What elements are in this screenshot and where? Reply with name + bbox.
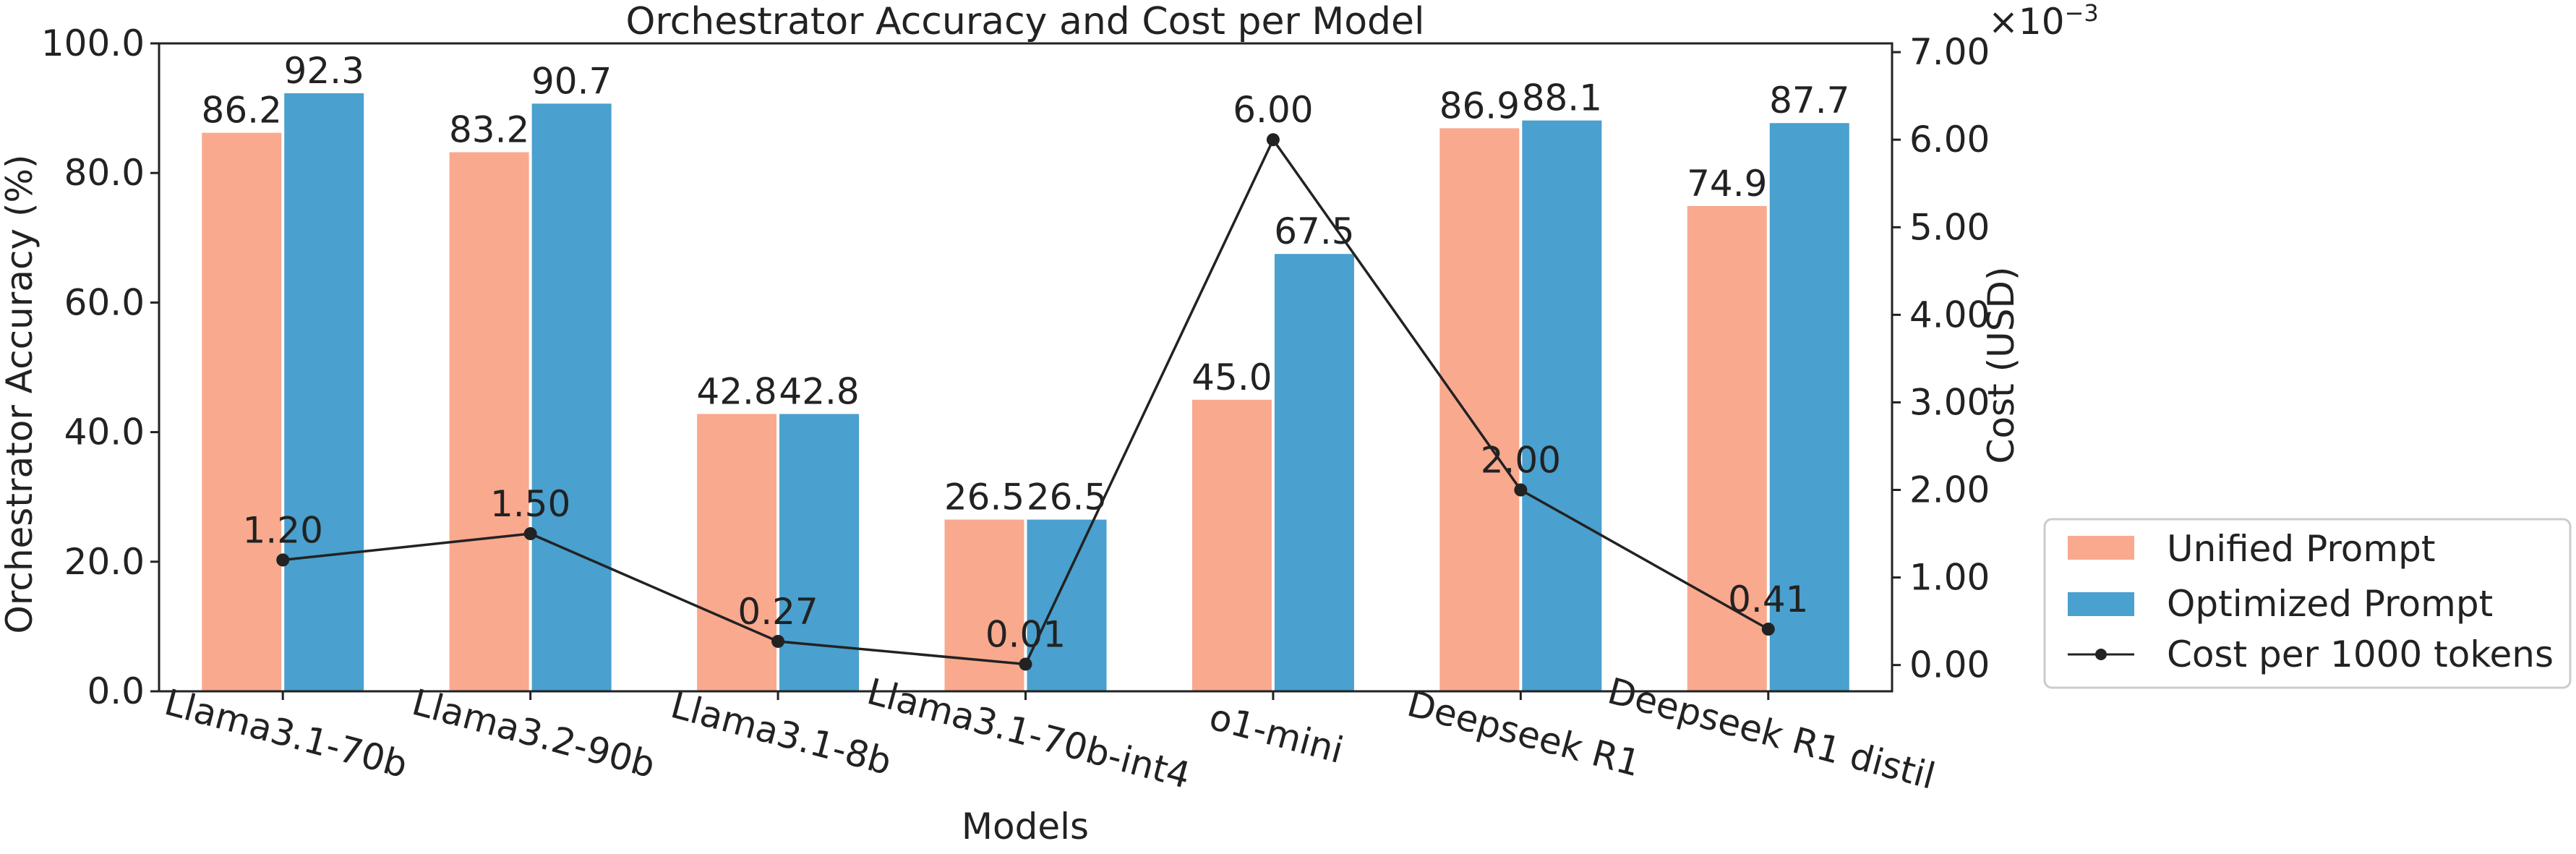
cost-point-1	[523, 527, 537, 541]
y-tick-label-5: 100.0	[41, 22, 145, 64]
y-tick-label-2: 40.0	[64, 411, 145, 453]
bar-label-unified-5: 86.9	[1439, 85, 1520, 127]
bar-optimized-2	[779, 414, 860, 691]
y2-tick-label-4: 4.00	[1909, 294, 1990, 336]
legend-label-optimized: Optimized Prompt	[2167, 583, 2493, 625]
cost-point-5	[1514, 483, 1528, 497]
legend-swatch-cost-marker	[2095, 649, 2107, 660]
x-tick-label-1: Llama3.2-90b	[408, 681, 659, 786]
bar-label-optimized-5: 88.1	[1522, 77, 1602, 119]
y2-tick-label-0: 0.00	[1909, 644, 1990, 686]
y-tick-label-3: 60.0	[64, 281, 145, 323]
x-tick-label-0: Llama3.1-70b	[161, 681, 412, 786]
bar-unified-3	[944, 519, 1024, 691]
y2-tick-label-3: 3.00	[1909, 381, 1990, 423]
x-tick-label-2: Llama3.1-8b	[667, 684, 896, 783]
bar-optimized-5	[1522, 120, 1602, 691]
bar-label-unified-6: 74.9	[1687, 163, 1767, 205]
legend-frame	[2043, 518, 2572, 689]
cost-label-0: 1.20	[243, 509, 323, 551]
y-axis-label: Orchestrator Accuracy (%)	[0, 155, 40, 634]
y2-axis-label: Cost (USD)	[1980, 267, 2022, 464]
y-tick-label-4: 80.0	[64, 152, 145, 194]
bar-label-unified-2: 42.8	[696, 371, 776, 413]
cost-line-group	[276, 133, 1775, 671]
bar-optimized-3	[1027, 519, 1107, 691]
y2-tick-label-1: 1.00	[1909, 557, 1990, 599]
bar-unified-0	[202, 132, 282, 691]
cost-point-4	[1266, 133, 1280, 147]
bar-unified-2	[697, 414, 777, 691]
legend: Unified Prompt Optimized Prompt Cost per…	[2043, 518, 2572, 689]
bar-label-unified-0: 86.2	[202, 90, 282, 132]
legend-label-cost: Cost per 1000 tokens	[2167, 633, 2554, 675]
cost-label-6: 0.41	[1728, 578, 1808, 620]
bar-label-optimized-4: 67.5	[1274, 210, 1354, 252]
legend-label-unified: Unified Prompt	[2167, 528, 2435, 570]
bar-label-optimized-0: 92.3	[284, 50, 364, 92]
bar-label-unified-3: 26.5	[944, 477, 1024, 518]
bar-optimized-4	[1274, 254, 1354, 691]
bar-unified-5	[1439, 128, 1520, 692]
bar-optimized-6	[1769, 123, 1849, 691]
bar-label-unified-4: 45.0	[1191, 356, 1272, 398]
y-tick-label-1: 20.0	[64, 541, 145, 583]
data-labels: 86.2 83.2 42.8 26.5 45.0 86.9 74.9 92.3 90.7 42.8…	[202, 50, 1850, 655]
svg-text:×10−3: ×10−3	[1988, 0, 2099, 43]
cost-point-3	[1019, 657, 1032, 671]
y2-multiplier-base: ×10	[1988, 1, 2065, 43]
bar-label-optimized-3: 26.5	[1027, 477, 1107, 518]
x-tick-label-4: o1-mini	[1205, 696, 1348, 772]
bar-unified-4	[1191, 399, 1272, 691]
bars	[202, 93, 1849, 692]
cost-label-1: 1.50	[490, 483, 570, 525]
y-tick-label-0: 0.0	[87, 670, 145, 712]
y2-tick-label-5: 5.00	[1909, 206, 1990, 248]
legend-swatch-optimized	[2068, 592, 2134, 616]
cost-label-2: 0.27	[737, 591, 818, 633]
cost-point-2	[771, 634, 785, 648]
bar-unified-1	[449, 152, 529, 691]
bar-label-optimized-1: 90.7	[531, 60, 612, 102]
bar-label-optimized-6: 87.7	[1769, 80, 1849, 121]
y2-multiplier-exponent: −3	[2065, 0, 2099, 27]
x-axis-label: Models	[962, 806, 1089, 847]
y2-tick-label-6: 6.00	[1909, 119, 1990, 161]
cost-point-0	[276, 553, 290, 567]
bar-optimized-1	[531, 103, 612, 691]
bar-optimized-0	[284, 93, 364, 691]
cost-label-4: 6.00	[1233, 89, 1313, 131]
y2-tick-label-7: 7.00	[1909, 31, 1990, 73]
y2-multiplier: ×10−3	[1988, 0, 2099, 43]
bar-label-optimized-2: 42.8	[779, 371, 859, 413]
cost-label-5: 2.00	[1481, 440, 1561, 482]
chart-title: Orchestrator Accuracy and Cost per Model	[626, 0, 1425, 43]
bar-unified-6	[1687, 205, 1767, 691]
bar-label-unified-1: 83.2	[449, 109, 529, 151]
y2-tick-label-2: 2.00	[1909, 469, 1990, 511]
cost-point-6	[1761, 623, 1775, 636]
cost-label-3: 0.01	[985, 613, 1066, 655]
legend-swatch-unified	[2068, 536, 2134, 560]
plot-frame	[158, 42, 1894, 693]
